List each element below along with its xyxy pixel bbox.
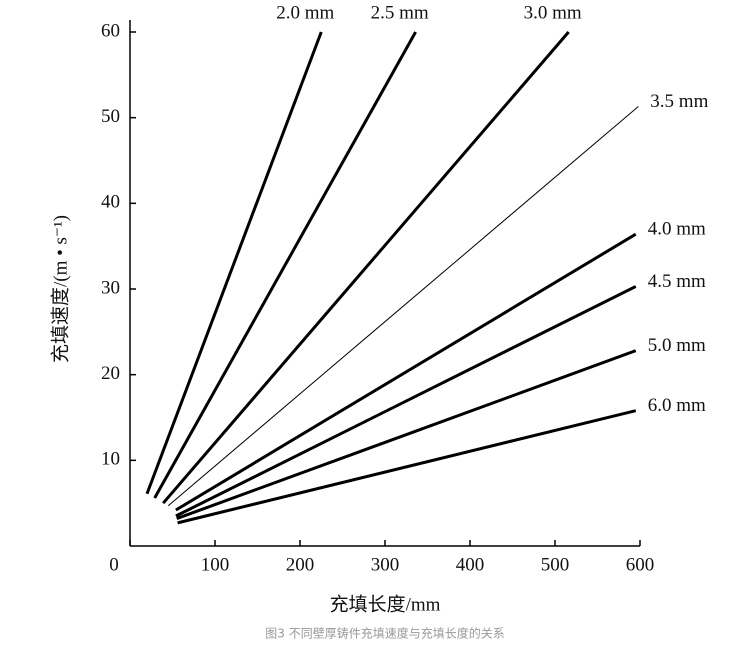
x-tick-label: 400 (456, 554, 485, 575)
y-tick-label: 50 (101, 106, 120, 127)
series-label: 2.0 mm (276, 2, 334, 23)
series-label: 4.5 mm (648, 271, 706, 292)
x-tick-label: 200 (286, 554, 315, 575)
series-label: 4.0 mm (648, 219, 706, 240)
series-line (162, 31, 570, 505)
series-line (175, 285, 637, 518)
series-label: 6.0 mm (648, 395, 706, 416)
series-line (176, 349, 637, 520)
x-tick-label: 500 (541, 554, 570, 575)
series-label: 2.5 mm (371, 2, 429, 23)
caption: 图3 不同壁厚铸件充填速度与充填长度的关系 (265, 626, 504, 641)
series-line (177, 409, 637, 525)
y-tick-label: 60 (101, 20, 120, 41)
series-label: 3.5 mm (650, 91, 708, 112)
x-tick-label: 300 (371, 554, 400, 575)
series-label: 3.0 mm (524, 2, 582, 23)
x-axis-label: 充填长度/mm (330, 593, 441, 615)
series-label: 5.0 mm (648, 335, 706, 356)
y-tick-label: 30 (101, 277, 120, 298)
series-line (175, 232, 637, 512)
y-axis-label: 充填速度/(m • s⁻¹) (49, 215, 71, 363)
x-tick-label: 0 (109, 554, 119, 575)
series-line (145, 31, 323, 495)
x-tick-label: 100 (201, 554, 230, 575)
series-line (153, 31, 417, 499)
y-tick-label: 20 (101, 363, 120, 384)
y-tick-label: 40 (101, 192, 120, 213)
x-tick-label: 600 (626, 554, 655, 575)
y-tick-label: 10 (101, 449, 120, 470)
series-line (167, 106, 639, 507)
